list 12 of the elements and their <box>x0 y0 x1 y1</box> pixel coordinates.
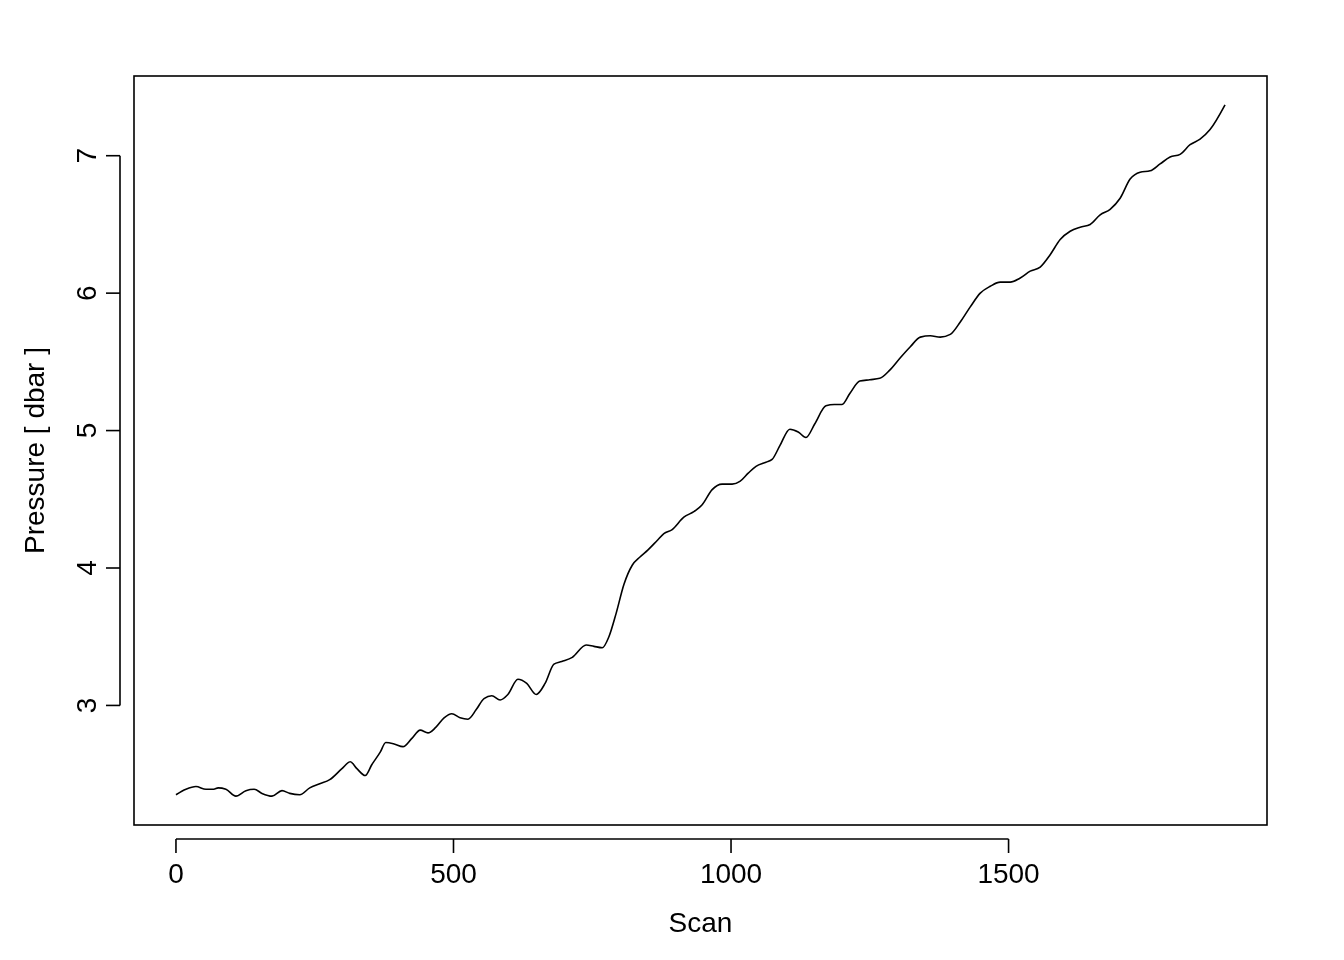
y-tick-label: 5 <box>71 422 102 439</box>
y-tick-label: 6 <box>71 285 102 301</box>
x-tick-label: 1500 <box>977 858 1040 889</box>
x-tick-label: 1000 <box>699 858 763 889</box>
x-tick-label: 0 <box>168 858 184 889</box>
y-tick-label: 3 <box>71 697 102 714</box>
y-tick-label: 7 <box>71 147 102 164</box>
x-tick-label: 500 <box>430 858 477 889</box>
y-tick-label: 4 <box>71 560 102 576</box>
line-series <box>175 104 1226 797</box>
x-axis-title: Scan <box>668 907 733 938</box>
y-axis-title: Pressure [ dbar ] <box>19 347 50 554</box>
